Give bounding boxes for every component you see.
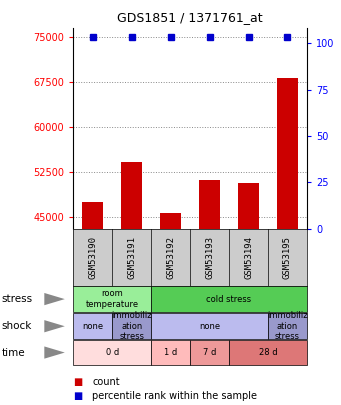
Text: immobiliz
ation
stress: immobiliz ation stress [267, 311, 308, 341]
Polygon shape [44, 346, 65, 359]
Text: GSM53195: GSM53195 [283, 236, 292, 279]
Text: GSM53191: GSM53191 [127, 236, 136, 279]
Text: none: none [82, 322, 103, 331]
Text: 7 d: 7 d [203, 348, 216, 357]
Text: immobiliz
ation
stress: immobiliz ation stress [112, 311, 152, 341]
Text: GSM53192: GSM53192 [166, 236, 175, 279]
Text: 1 d: 1 d [164, 348, 177, 357]
Polygon shape [44, 293, 65, 305]
Text: 0 d: 0 d [106, 348, 119, 357]
Bar [160, 213, 181, 405]
Title: GDS1851 / 1371761_at: GDS1851 / 1371761_at [117, 11, 263, 24]
Bar [121, 162, 143, 405]
Text: GSM53193: GSM53193 [205, 236, 214, 279]
Text: shock: shock [2, 321, 32, 331]
Text: count: count [92, 377, 120, 386]
Polygon shape [44, 320, 65, 333]
Text: ■: ■ [73, 377, 83, 386]
Text: percentile rank within the sample: percentile rank within the sample [92, 391, 257, 401]
Text: 28 d: 28 d [259, 348, 277, 357]
Bar [238, 183, 259, 405]
Text: GSM53194: GSM53194 [244, 236, 253, 279]
Text: ■: ■ [73, 391, 83, 401]
Bar [82, 202, 103, 405]
Bar [199, 180, 220, 405]
Text: GSM53190: GSM53190 [88, 236, 97, 279]
Text: time: time [2, 347, 25, 358]
Bar [277, 78, 298, 405]
Text: cold stress: cold stress [207, 294, 252, 304]
Text: room
temperature: room temperature [86, 290, 139, 309]
Text: stress: stress [2, 294, 33, 304]
Text: none: none [199, 322, 220, 331]
